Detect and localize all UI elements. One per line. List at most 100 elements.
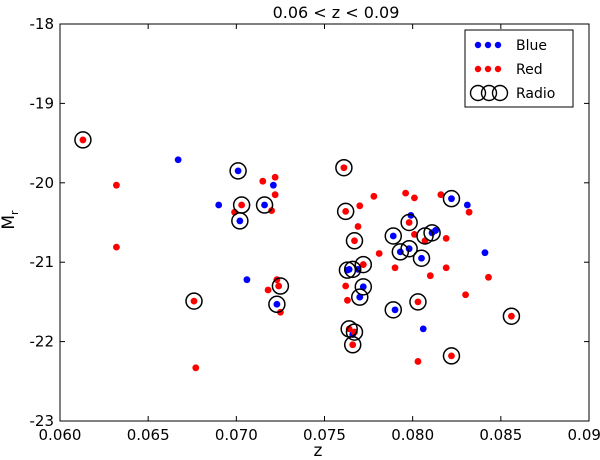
red-point [275, 282, 283, 290]
red-point [448, 352, 455, 360]
x-tick-label: 0.090 [568, 426, 600, 444]
red-point [402, 189, 410, 197]
y-tick-label: -23 [30, 412, 55, 430]
y-axis: -18 -19 -20 -21 -22 -23 [30, 15, 589, 430]
red-point [238, 201, 246, 209]
blue-point [389, 232, 397, 240]
series-radio [74, 131, 521, 365]
radio-point [229, 162, 247, 180]
radio-point [185, 292, 203, 310]
red-point [259, 177, 267, 185]
y-tick-label: -18 [30, 15, 55, 33]
red-point [356, 202, 364, 210]
y-axis-label: Mr [0, 210, 21, 230]
radio-point [343, 260, 362, 279]
blue-point [356, 293, 364, 301]
legend-entry-radio: Radio [469, 84, 555, 102]
red-point [340, 164, 348, 172]
radio-point [354, 278, 373, 296]
radio-point [442, 347, 461, 365]
red-point [375, 250, 383, 257]
radio-point [345, 232, 364, 250]
red-point [342, 282, 350, 290]
x-tick-label: 0.060 [39, 426, 82, 444]
blue-point [243, 276, 251, 284]
red-point [342, 207, 350, 215]
legend-entry-blue: Blue [474, 38, 547, 54]
x-axis-label: z [314, 441, 323, 460]
x-tick-label: 0.075 [303, 426, 346, 444]
legend-marker [480, 84, 498, 102]
legend-frame [464, 29, 574, 108]
radio-point [391, 243, 410, 261]
red-point [462, 291, 469, 299]
red-point [485, 273, 492, 281]
chart-title: 0.06 < z < 0.09 [273, 3, 400, 22]
radio-point [335, 158, 353, 177]
blue-point [261, 201, 268, 209]
radio-point [412, 249, 431, 267]
red-point [508, 312, 515, 320]
blue-point [419, 325, 427, 333]
radio-point [400, 239, 418, 258]
blue-point [174, 156, 182, 164]
radio-point [502, 307, 521, 325]
blue-point [448, 195, 455, 203]
red-point [414, 298, 422, 306]
red-point [113, 181, 120, 189]
blue-point [234, 167, 242, 175]
red-point [344, 296, 351, 304]
red-point [349, 341, 357, 349]
red-point [351, 237, 358, 245]
legend-marker [484, 41, 492, 49]
x-axis: 0.060 0.065 0.070 0.075 0.080 0.085 0.090 [39, 24, 600, 444]
x-tick-label: 0.080 [391, 426, 434, 444]
svg-text:Mr: Mr [0, 210, 21, 230]
blue-point [215, 201, 223, 209]
red-point [370, 192, 378, 200]
legend-marker [484, 65, 492, 73]
blue-point [391, 306, 399, 314]
radio-point [384, 227, 403, 245]
data-points [74, 131, 521, 372]
radio-point [351, 288, 369, 306]
y-axis-label-subscript: r [8, 210, 21, 215]
red-point [411, 194, 418, 202]
series-red [79, 136, 515, 372]
red-point [113, 243, 120, 251]
radio-point [354, 255, 373, 274]
radio-point [423, 224, 441, 242]
radio-point [338, 261, 357, 279]
red-point [271, 173, 279, 181]
legend-marker [494, 41, 502, 49]
red-point [79, 136, 87, 144]
radio-point [271, 277, 290, 295]
x-tick-label: 0.065 [127, 426, 170, 444]
radio-point [268, 295, 286, 314]
red-point [465, 208, 473, 216]
y-tick-label: -19 [30, 94, 55, 112]
red-point [437, 191, 445, 199]
radio-point [384, 301, 403, 319]
x-tick-label: 0.085 [479, 426, 522, 444]
red-point [190, 297, 198, 305]
blue-point [273, 300, 281, 308]
blue-point [432, 227, 439, 234]
radio-point [442, 189, 461, 208]
legend-label: Radio [516, 86, 555, 102]
blue-point [236, 217, 244, 225]
red-point [268, 207, 275, 214]
legend-marker [469, 84, 487, 102]
red-point [271, 191, 279, 199]
radio-point [232, 196, 251, 214]
blue-point [418, 254, 425, 262]
y-tick-label: -21 [30, 253, 55, 271]
red-point [264, 286, 272, 294]
legend-label: Red [516, 62, 543, 78]
y-tick-label: -22 [30, 333, 55, 351]
red-point [442, 234, 450, 242]
blue-point [359, 283, 367, 291]
legend-marker [474, 41, 482, 49]
legend-marker [494, 65, 502, 73]
